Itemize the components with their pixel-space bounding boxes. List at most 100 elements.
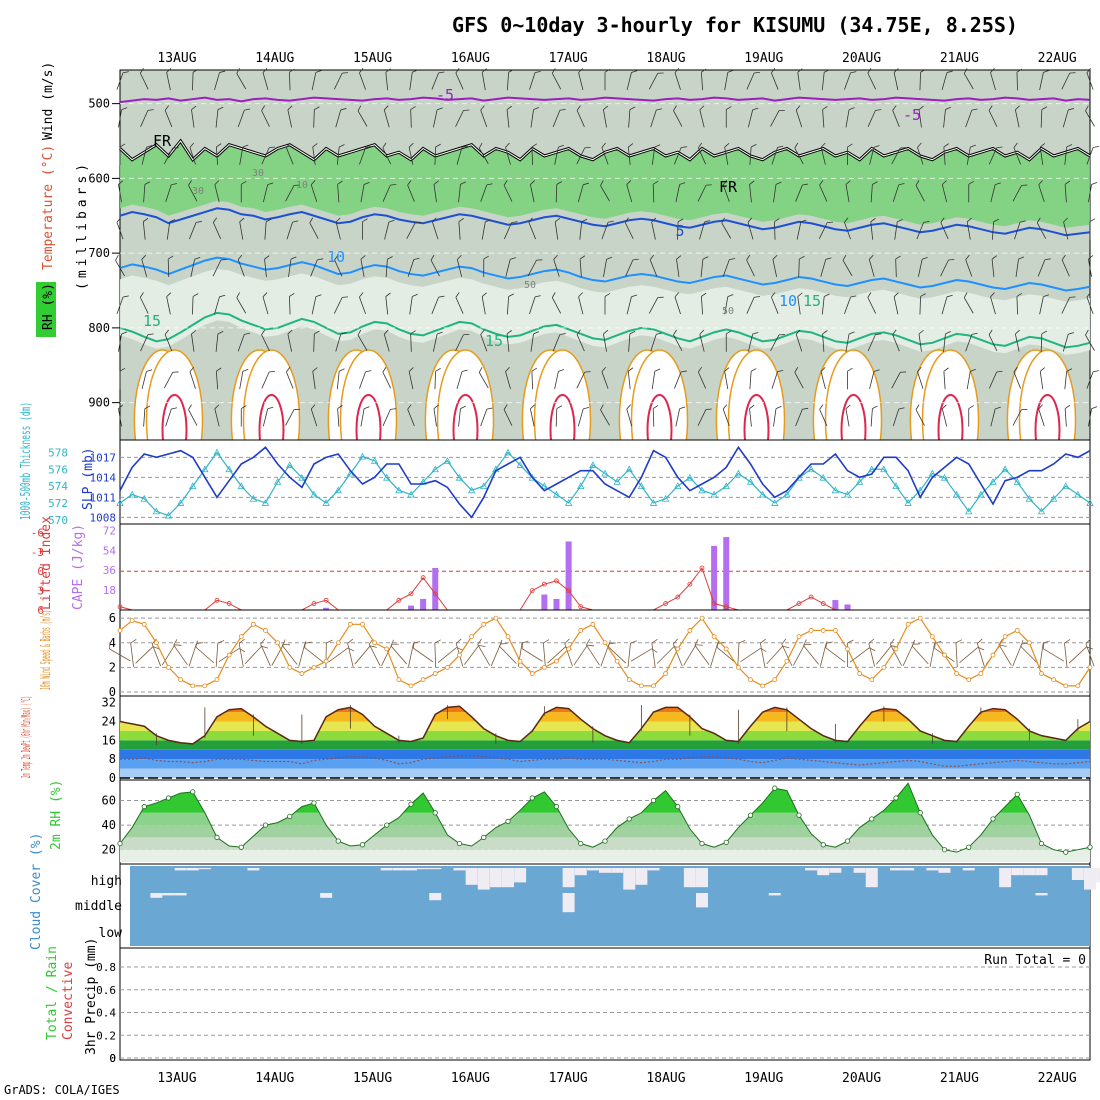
surface-wind-barb <box>109 642 131 662</box>
cloud-bar <box>489 868 502 888</box>
wind-barb <box>360 182 370 203</box>
wind-barb <box>844 71 857 90</box>
li-tick-label: 3 <box>37 585 44 598</box>
wind-speed-point <box>554 658 559 664</box>
wind-speed-point <box>1063 683 1069 689</box>
wind-barb <box>845 404 851 427</box>
wind-barb <box>480 407 493 427</box>
wind-barb <box>699 220 711 240</box>
wind-barb <box>966 368 976 390</box>
date-label-bottom: 21AUG <box>940 1071 979 1086</box>
surface-wind-barb <box>408 641 421 667</box>
wind-barb <box>189 142 196 165</box>
thickness-tick-label: 570 <box>48 514 68 527</box>
wind-barb <box>1085 105 1095 127</box>
thickness-point <box>710 490 718 498</box>
thickness-point <box>273 478 282 485</box>
thickness-point <box>771 499 779 506</box>
freezing-level-line-inner <box>119 140 1091 161</box>
li-point <box>554 578 559 584</box>
wind-barb <box>798 255 805 278</box>
contour-label: 10 <box>296 180 308 191</box>
wind-barb <box>1086 370 1099 389</box>
wind-barb <box>286 366 294 389</box>
wind-barb <box>796 219 807 240</box>
wind-barb <box>188 180 198 202</box>
thickness-point <box>722 482 730 490</box>
wind-barb <box>917 366 924 389</box>
wind-speed-point <box>808 628 814 633</box>
date-label-top: 15AUG <box>353 51 392 66</box>
wind-barb <box>239 217 245 240</box>
date-label-bottom: 14AUG <box>255 1071 294 1086</box>
thickness-point <box>577 482 585 490</box>
wind-barb <box>313 106 320 128</box>
wind-speed-point <box>881 664 887 670</box>
wind-barb <box>601 220 614 240</box>
precip-plot-area <box>119 947 1091 1061</box>
surface-wind-barb <box>151 638 162 667</box>
wind-barb <box>699 105 705 128</box>
wind-barb <box>505 367 511 389</box>
rh-2m-point <box>214 834 220 840</box>
cloud-bar <box>586 868 599 871</box>
wind-barb <box>456 145 468 165</box>
rh-2m-point <box>432 810 438 816</box>
wind-axis-label: 10m Wind Speed & Barbs (m/s) <box>39 610 54 690</box>
wind-speed-point <box>263 628 268 633</box>
wind-barb <box>770 109 785 127</box>
wind-barb <box>407 404 415 427</box>
thickness-point <box>152 507 161 515</box>
wind-barb <box>968 405 974 427</box>
wind-barb <box>1039 294 1050 315</box>
thickness-point <box>1025 494 1034 502</box>
thickness-point <box>661 494 670 502</box>
cloud-bar <box>902 868 915 871</box>
surface-wind-barb <box>381 643 399 666</box>
thickness-point <box>358 452 367 460</box>
wind-barb <box>1036 217 1047 239</box>
contour-label: 5 <box>675 222 684 240</box>
bottom-date-axis: 13AUG 14AUG 15AUG 16AUG 17AUG 18AUG 19AUG 20AUG… <box>157 1071 1077 1086</box>
wind-barb <box>749 404 755 427</box>
wind-barb <box>192 69 199 91</box>
contour-label: FR <box>719 178 738 196</box>
wind-speed-point <box>432 671 438 676</box>
footer-credit: GrADS: COLA/IGES <box>4 1083 120 1097</box>
wind-barb <box>652 180 659 203</box>
cloud-bar <box>429 893 442 901</box>
wind-barb <box>313 330 320 352</box>
li-tick-label: -3 <box>31 546 44 559</box>
contour-label: 15 <box>485 332 503 350</box>
slp-series-layer <box>116 445 1094 519</box>
wind-barb <box>578 68 584 91</box>
surface-wind-barb <box>672 638 683 667</box>
wind-barb <box>239 144 249 165</box>
wind-barb <box>139 292 149 314</box>
wind-barb <box>310 258 324 277</box>
wind-barb <box>359 370 372 389</box>
wind-barb <box>722 404 730 427</box>
surface-wind-barb <box>490 643 508 667</box>
li-point <box>420 575 426 581</box>
wind-barb <box>721 217 732 239</box>
wind-barb <box>432 107 443 128</box>
wind-barb <box>600 180 610 202</box>
wind-barb <box>407 180 415 202</box>
wind-barb <box>1064 404 1071 427</box>
wind-barb <box>724 294 734 315</box>
wind-barb <box>1061 296 1076 314</box>
wind-barb <box>774 218 780 240</box>
wind-barb <box>551 292 562 314</box>
cloud-bar <box>999 868 1012 888</box>
wind-barb <box>991 218 1000 240</box>
cloud-layer-label: low <box>99 926 123 941</box>
wind-barb <box>165 407 178 427</box>
wind-barb <box>116 71 129 90</box>
wind-barb <box>382 367 392 389</box>
contour-label: 10 <box>327 248 345 266</box>
run-total-annotation: Run Total = 0 <box>984 953 1086 968</box>
wind-speed-point <box>857 671 863 676</box>
wind-barb <box>600 404 610 426</box>
rh-2m-point <box>796 812 802 818</box>
